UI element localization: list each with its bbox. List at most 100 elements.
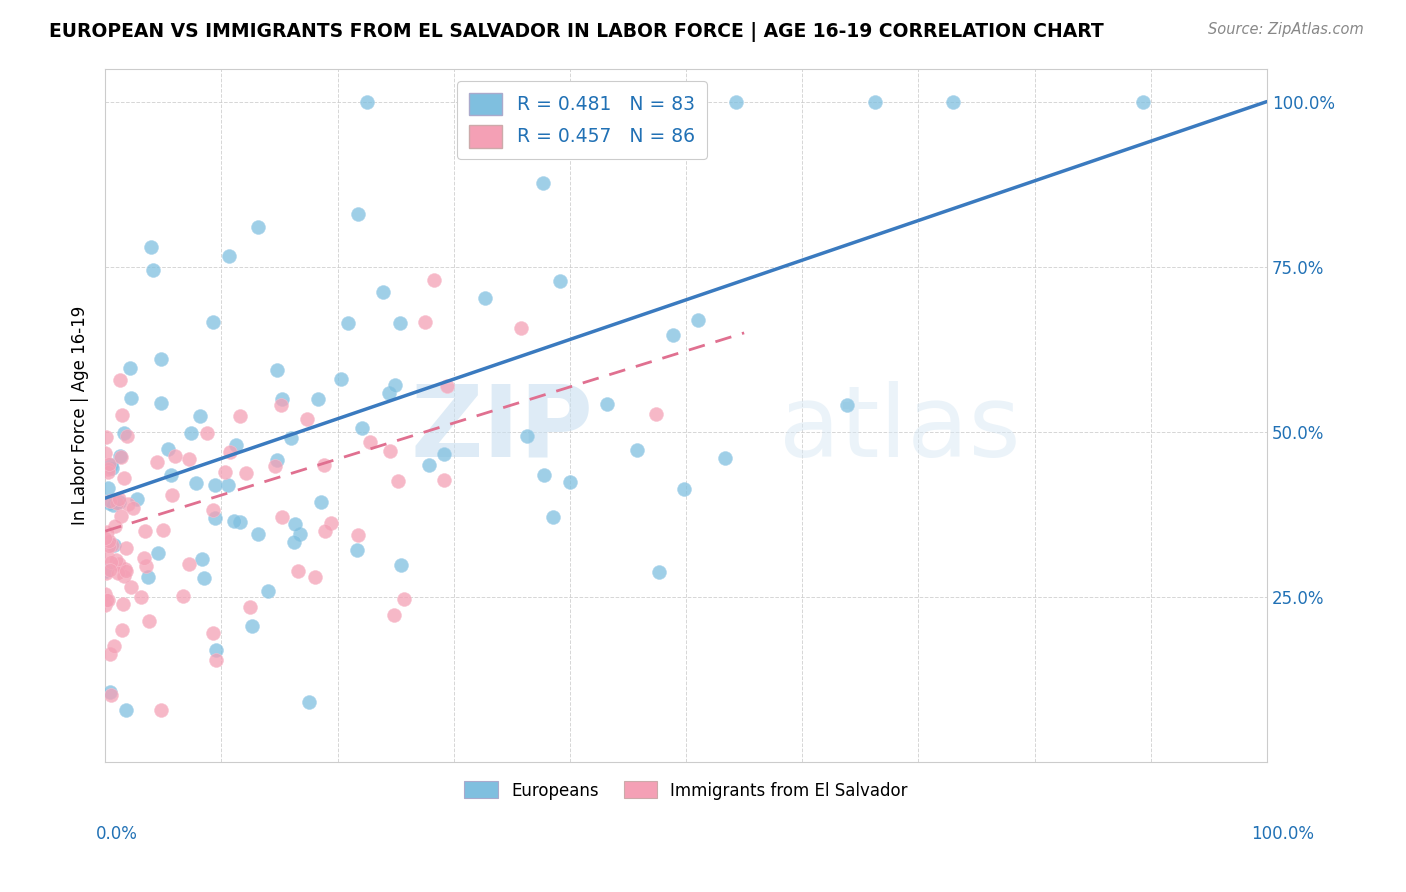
Point [548,273,571,287]
Point [266,363,288,377]
Point [149,396,172,410]
Point [131,590,153,604]
Point [392,591,415,606]
Point [112,426,135,441]
Point [96,524,118,539]
Point [98,685,121,699]
Point [228,409,250,423]
Point [686,312,709,326]
Point [96,549,118,564]
Point [195,426,218,441]
Point [104,552,127,566]
Point [152,523,174,537]
Point [114,703,136,717]
Point [136,570,159,584]
Point [142,263,165,277]
Point [115,429,138,443]
Point [100,688,122,702]
Point [350,421,373,435]
Point [391,558,413,573]
Point [96,566,118,581]
Point [204,477,226,491]
Point [270,510,292,524]
Point [188,409,211,423]
Point [97,481,120,495]
Point [314,524,336,538]
Point [150,703,173,717]
Point [97,592,120,607]
Point [98,493,121,508]
Point [942,95,965,109]
Point [97,465,120,479]
Point [346,527,368,541]
Point [162,488,184,502]
Point [270,392,292,406]
Point [134,524,156,539]
Point [193,571,215,585]
Point [229,516,252,530]
Point [205,653,228,667]
Point [387,475,409,489]
Text: 100.0%: 100.0% [1251,825,1315,843]
Point [122,500,145,515]
Point [280,431,302,445]
Point [98,533,121,548]
Text: atlas: atlas [779,381,1021,478]
Point [177,451,200,466]
Point [111,623,134,637]
Point [191,551,214,566]
Text: Source: ZipAtlas.com: Source: ZipAtlas.com [1208,22,1364,37]
Point [94,598,117,612]
Point [713,451,735,466]
Point [356,95,378,109]
Point [146,455,169,469]
Point [382,607,405,622]
Point [115,541,138,555]
Point [560,475,582,489]
Point [107,566,129,581]
Point [146,546,169,560]
Point [104,519,127,533]
Point [94,531,117,545]
Point [184,476,207,491]
Point [246,526,269,541]
Point [180,425,202,440]
Point [108,491,131,506]
Point [346,542,368,557]
Point [134,551,156,566]
Point [336,316,359,330]
Point [110,409,132,423]
Point [474,291,496,305]
Point [436,378,458,392]
Point [111,597,134,611]
Point [516,429,538,443]
Text: 0.0%: 0.0% [96,825,138,843]
Point [389,316,412,330]
Legend: Europeans, Immigrants from El Salvador: Europeans, Immigrants from El Salvador [458,774,914,806]
Point [266,453,288,467]
Y-axis label: In Labor Force | Age 16-19: In Labor Force | Age 16-19 [72,306,89,525]
Point [295,412,318,426]
Point [135,559,157,574]
Point [423,272,446,286]
Point [264,458,287,473]
Point [94,564,117,578]
Point [284,516,307,531]
Point [98,647,121,661]
Text: EUROPEAN VS IMMIGRANTS FROM EL SALVADOR IN LABOR FORCE | AGE 16-19 CORRELATION C: EUROPEAN VS IMMIGRANTS FROM EL SALVADOR … [49,22,1104,42]
Point [101,461,124,475]
Point [319,516,342,531]
Point [240,619,263,633]
Point [373,285,395,300]
Point [108,557,131,571]
Point [98,496,121,510]
Point [110,450,132,464]
Point [418,458,440,473]
Point [97,458,120,472]
Point [290,527,312,541]
Point [283,534,305,549]
Point [673,483,696,497]
Point [94,587,117,601]
Point [97,462,120,476]
Point [287,564,309,578]
